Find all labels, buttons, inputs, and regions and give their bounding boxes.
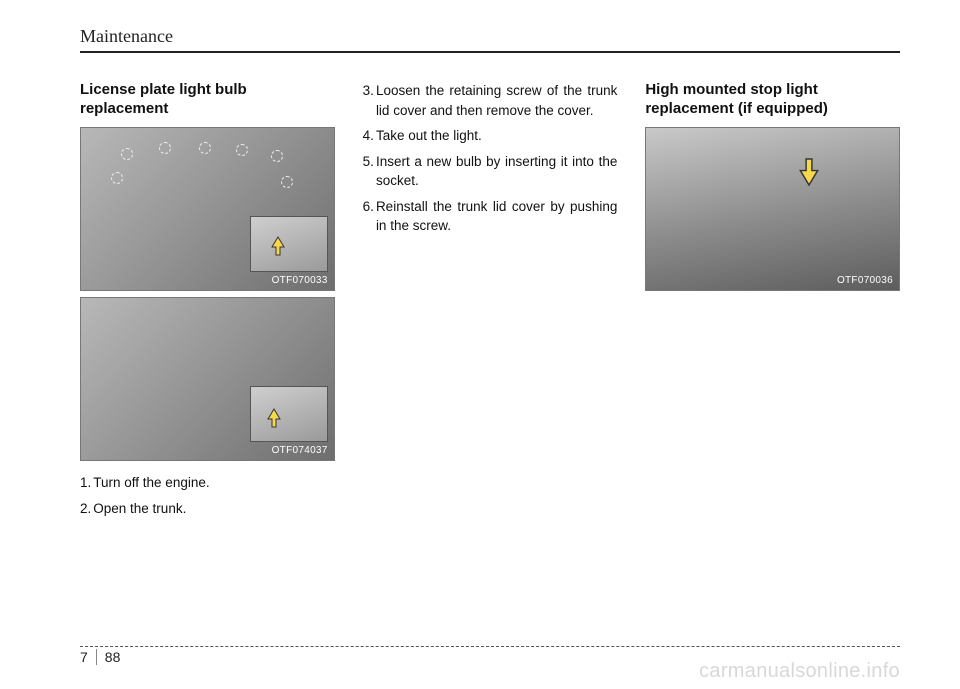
figure-trunk-lid-screws: OTF070033 — [80, 127, 335, 291]
footer-page-number: 88 — [105, 649, 121, 665]
step-text: Open the trunk. — [93, 499, 334, 519]
screw-marker-icon — [111, 172, 123, 184]
step-text: Insert a new bulb by inserting it into t… — [376, 152, 617, 191]
figure-label: OTF070033 — [272, 275, 328, 286]
figure-label: OTF070036 — [837, 275, 893, 286]
column-1: License plate light bulb replacement OTF… — [80, 81, 335, 524]
header-title: Maintenance — [80, 26, 900, 47]
step-number: 6. — [363, 197, 374, 236]
screw-marker-icon — [281, 176, 293, 188]
step-item: 2. Open the trunk. — [80, 499, 335, 519]
step-number: 2. — [80, 499, 91, 519]
screw-marker-icon — [199, 142, 211, 154]
arrow-icon — [265, 407, 283, 429]
figure-stop-light: OTF070036 — [645, 127, 900, 291]
screw-marker-icon — [121, 148, 133, 160]
step-item: 6. Reinstall the trunk lid cover by push… — [363, 197, 618, 236]
step-text: Take out the light. — [376, 126, 617, 146]
screw-marker-icon — [236, 144, 248, 156]
screw-marker-icon — [271, 150, 283, 162]
step-item: 4. Take out the light. — [363, 126, 618, 146]
column-2: 3. Loosen the retaining screw of the tru… — [363, 81, 618, 524]
screw-marker-icon — [159, 142, 171, 154]
section-title-stop-light: High mounted stop light replacement (if … — [645, 81, 900, 119]
step-item: 5. Insert a new bulb by inserting it int… — [363, 152, 618, 191]
step-item: 1. Turn off the engine. — [80, 473, 335, 493]
figure-bulb-socket: OTF074037 — [80, 297, 335, 461]
step-item: 3. Loosen the retaining screw of the tru… — [363, 81, 618, 120]
step-list: 3. Loosen the retaining screw of the tru… — [363, 81, 618, 236]
step-number: 4. — [363, 126, 374, 146]
arrow-icon — [796, 156, 822, 188]
step-list: 1. Turn off the engine. 2. Open the trun… — [80, 473, 335, 518]
figure-inset — [250, 216, 328, 272]
step-text: Turn off the engine. — [93, 473, 334, 493]
watermark-text: carmanualsonline.info — [699, 660, 900, 683]
step-number: 3. — [363, 81, 374, 120]
column-3: High mounted stop light replacement (if … — [645, 81, 900, 524]
figure-inset — [250, 386, 328, 442]
step-number: 1. — [80, 473, 91, 493]
figure-label: OTF074037 — [272, 445, 328, 456]
page-header: Maintenance — [80, 26, 900, 53]
step-text: Loosen the retaining screw of the trunk … — [376, 81, 617, 120]
step-number: 5. — [363, 152, 374, 191]
section-title-license-plate: License plate light bulb replacement — [80, 81, 335, 119]
manual-page: Maintenance License plate light bulb rep… — [0, 0, 960, 689]
content-columns: License plate light bulb replacement OTF… — [80, 81, 900, 524]
footer-section-number: 7 — [80, 649, 97, 665]
step-text: Reinstall the trunk lid cover by pushing… — [376, 197, 617, 236]
arrow-icon — [269, 235, 287, 257]
